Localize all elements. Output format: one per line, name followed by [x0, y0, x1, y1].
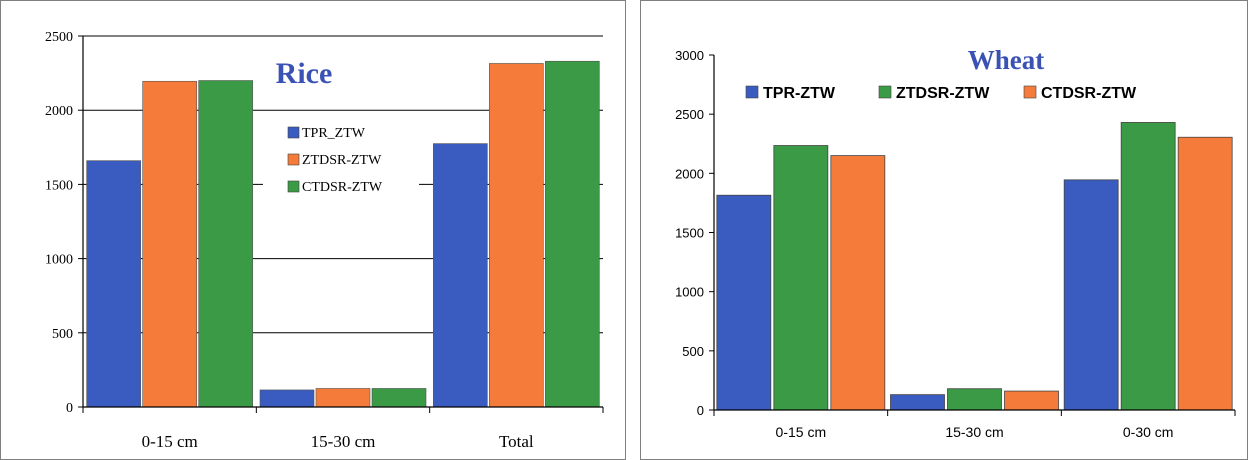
- wheat-chart: 0 500 1000 1500 2000 2500 3000 0-15 cm 15-30 cm 0…: [675, 45, 1236, 440]
- rice-bar-2-0: [198, 80, 253, 408]
- rice-chart-title: Rice: [276, 57, 333, 90]
- wheat-bar-1-0: [773, 145, 829, 411]
- wheat-bar-2-2: [1177, 136, 1233, 411]
- wheat-bar-1-1: [947, 388, 1002, 411]
- rice-legend-label-2: CTDSR-ZTW: [302, 180, 383, 195]
- wheat-legend-label-2: CTDSR-ZTW: [1041, 85, 1137, 102]
- rice-bar-1-1: [315, 388, 371, 408]
- wheat-bar-0-0: [716, 194, 772, 411]
- wheat-legend-label-0: TPR-ZTW: [763, 85, 836, 102]
- wheat-x-tick-label: 0-15 cm: [776, 424, 827, 440]
- wheat-y-tick-label: 3000: [675, 48, 704, 63]
- rice-x-tick-label: 0-15 cm: [142, 432, 198, 451]
- wheat-y-tick-label: 1500: [675, 226, 704, 241]
- rice-y-tick-label: 2500: [45, 30, 73, 45]
- wheat-y-tick-label: 2000: [675, 166, 704, 181]
- wheat-legend-swatch-1: [878, 85, 892, 99]
- wheat-bar-2-0: [830, 155, 886, 411]
- rice-y-tick-label: 1500: [45, 178, 73, 193]
- rice-legend-label-0: TPR_ZTW: [302, 126, 366, 141]
- rice-legend-label-1: ZTDSR-ZTW: [302, 153, 382, 168]
- wheat-chart-title: Wheat: [968, 45, 1045, 75]
- wheat-y-tick-label: 1000: [675, 285, 704, 300]
- rice-y-tick-label: 2000: [45, 104, 73, 119]
- wheat-y-tick-label: 0: [697, 403, 704, 418]
- wheat-x-tick-label: 15-30 cm: [945, 424, 1003, 440]
- wheat-bar-1-2: [1120, 122, 1176, 411]
- rice-bar-2-2: [545, 60, 600, 408]
- rice-bar-0-2: [433, 143, 488, 408]
- wheat-legend-label-1: ZTDSR-ZTW: [896, 85, 990, 102]
- rice-y-tick-label: 1000: [45, 253, 73, 268]
- wheat-legend-swatch-2: [1023, 85, 1037, 99]
- rice-legend-swatch-0: [287, 126, 300, 139]
- wheat-x-tick-label: 0-30 cm: [1123, 424, 1174, 440]
- wheat-bar-2-1: [1004, 390, 1059, 411]
- rice-y-tick-label: 500: [52, 327, 73, 342]
- rice-x-tick-label: Total: [499, 432, 534, 451]
- wheat-y-tick-label: 500: [682, 344, 704, 359]
- rice-bar-1-0: [142, 80, 197, 408]
- wheat-legend-swatch-0: [745, 85, 759, 99]
- wheat-y-tick-label: 2500: [675, 107, 704, 122]
- rice-bar-0-0: [86, 160, 141, 408]
- wheat-chart-panel: 0 500 1000 1500 2000 2500 3000 0-15 cm 15-30 cm 0…: [640, 0, 1248, 460]
- rice-chart-panel: 0 500 1000 1500 2000 2500 0-15 cm 15-30 cm Total…: [0, 0, 626, 460]
- wheat-bar-0-2: [1063, 179, 1119, 411]
- rice-legend-swatch-1: [287, 153, 300, 166]
- rice-bar-1-2: [489, 63, 544, 408]
- rice-bar-2-1: [371, 388, 427, 408]
- rice-y-tick-label: 0: [66, 401, 73, 416]
- rice-legend-swatch-2: [287, 180, 300, 193]
- rice-bar-0-1: [259, 389, 315, 408]
- wheat-bar-0-1: [890, 394, 945, 411]
- rice-x-tick-label: 15-30 cm: [311, 432, 376, 451]
- rice-chart: 0 500 1000 1500 2000 2500 0-15 cm 15-30 cm Total…: [45, 30, 604, 451]
